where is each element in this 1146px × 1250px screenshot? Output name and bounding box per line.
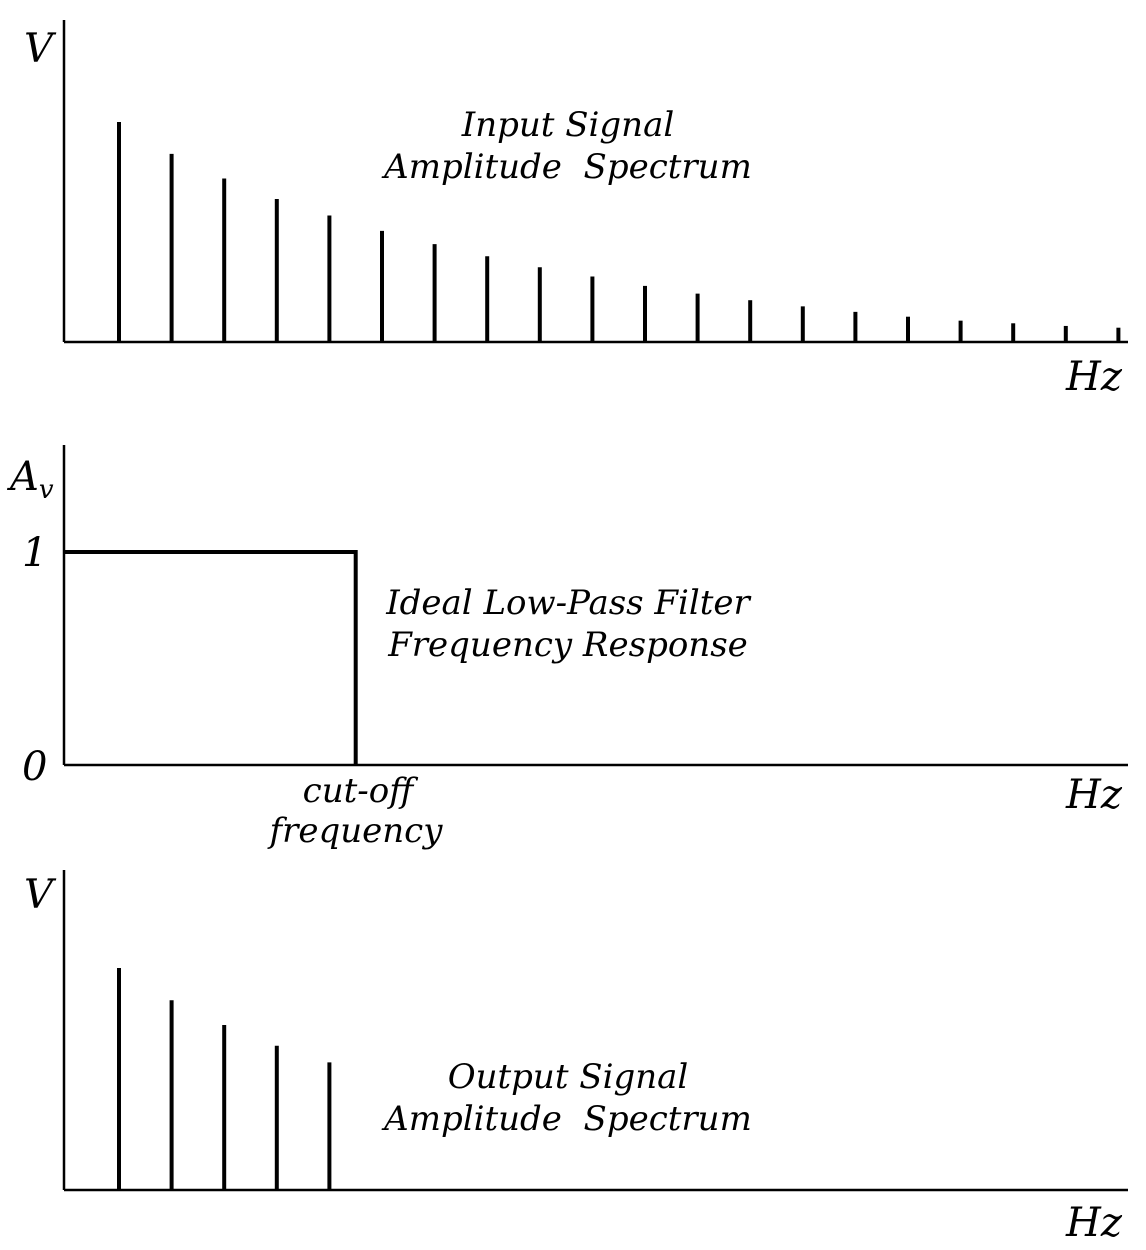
filter-title-line2: Frequency Response	[387, 625, 748, 665]
input-y-axis-label: V	[24, 26, 57, 72]
cutoff-label-line1: cut-off	[303, 771, 419, 811]
filter-y-axis-label: Av	[6, 454, 54, 505]
output-spikes	[117, 968, 332, 1190]
filter-y-axis-label-sub: v	[39, 475, 54, 505]
filter-response-curve	[64, 550, 358, 765]
input-title-line1: Input Signal	[461, 105, 674, 145]
input-title-line2: Amplitude Spectrum	[381, 147, 752, 187]
output-y-axis-label: V	[24, 872, 57, 918]
filter-y-tick-1: 1	[22, 530, 47, 576]
filter-response-panel: Av 1 0 Hz cut-off frequency Ideal Low-Pa…	[6, 445, 1128, 851]
output-title-line1: Output Signal	[448, 1057, 689, 1097]
filter-y-tick-0: 0	[22, 744, 47, 790]
filter-x-axis-label: Hz	[1065, 772, 1123, 818]
output-spectrum-panel: V Hz Output Signal Amplitude Spectrum	[24, 870, 1128, 1246]
cutoff-label-line2: frequency	[267, 811, 444, 851]
input-spectrum-panel: V Hz Input Signal Amplitude Spectrum	[24, 20, 1128, 400]
filter-y-axis-label-main: A	[6, 454, 39, 500]
output-title-line2: Amplitude Spectrum	[381, 1099, 752, 1139]
output-x-axis-label: Hz	[1065, 1200, 1123, 1246]
filter-title-line1: Ideal Low-Pass Filter	[385, 583, 751, 623]
input-x-axis-label: Hz	[1065, 354, 1123, 400]
input-spikes	[117, 122, 1121, 342]
